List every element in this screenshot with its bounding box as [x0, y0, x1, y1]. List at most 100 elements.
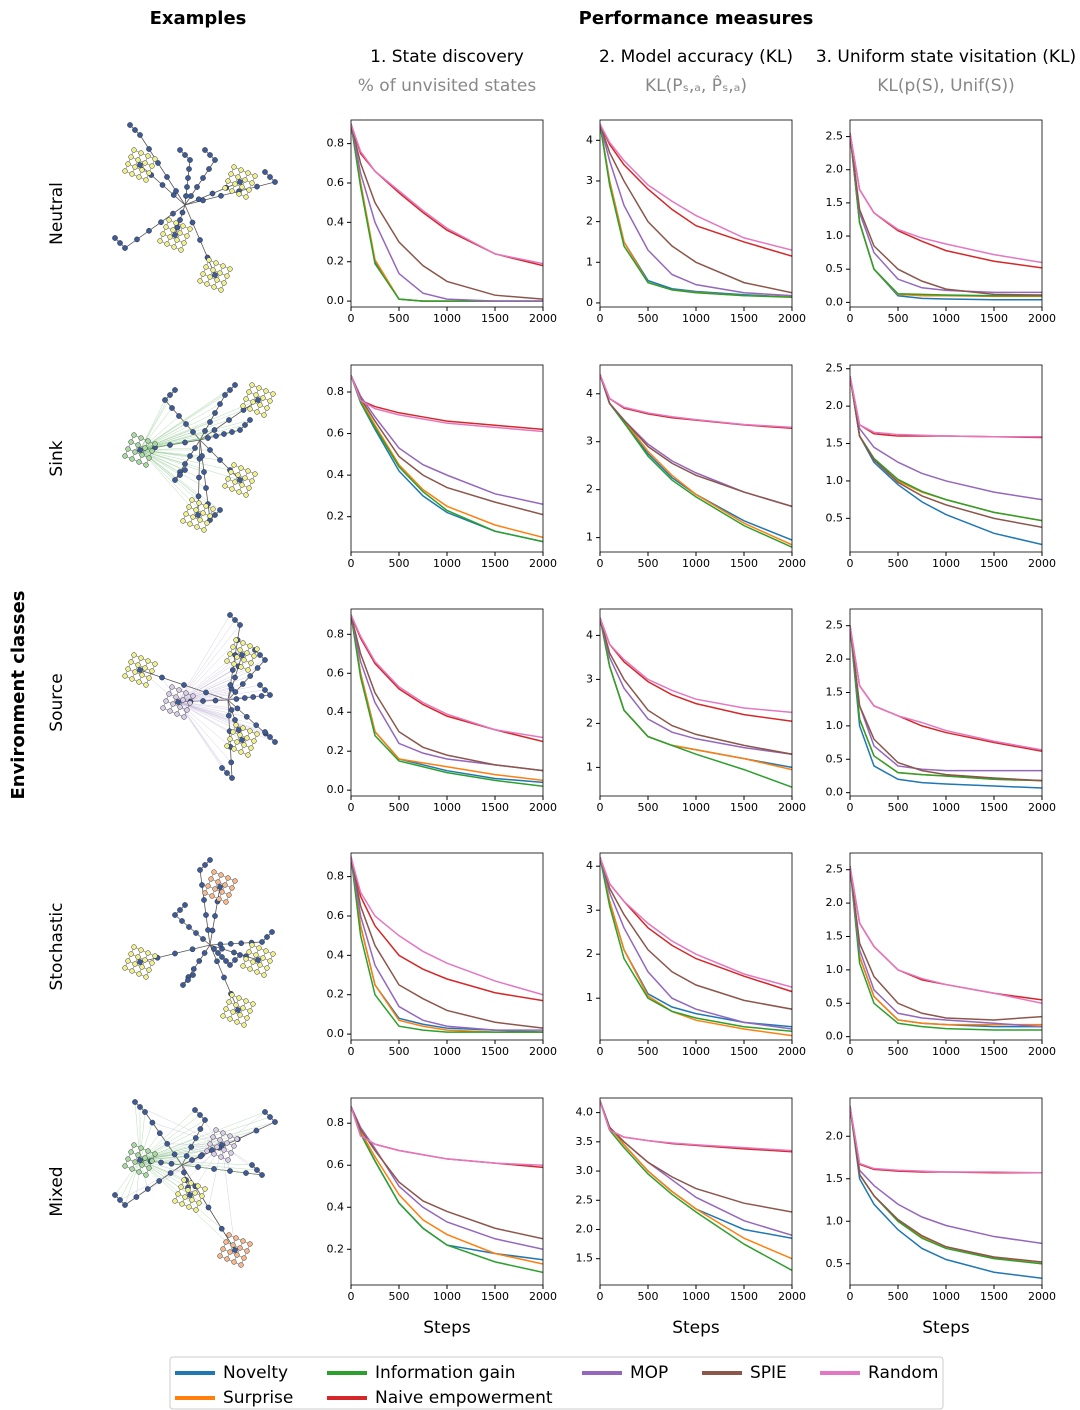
series-line — [600, 1100, 792, 1237]
graph-node — [200, 175, 206, 181]
hub-edge — [177, 619, 236, 703]
graph-node — [217, 507, 223, 513]
graph-edge — [139, 134, 186, 206]
y-tick-label: 2.5 — [826, 619, 844, 632]
graph-node — [207, 152, 213, 158]
x-tick-label: 1500 — [730, 801, 758, 814]
graph-node — [254, 646, 260, 652]
graph-node — [152, 156, 158, 162]
graph-node — [184, 707, 190, 713]
series-line — [351, 123, 543, 302]
series-line — [351, 856, 543, 1033]
series-line — [850, 133, 1042, 297]
graph-node — [125, 1156, 131, 1162]
graph-node — [202, 1117, 208, 1123]
graph-node — [133, 1194, 140, 1200]
x-axis-label: Steps — [672, 1318, 720, 1338]
x-tick-label: 500 — [638, 1290, 659, 1303]
series-line — [850, 133, 1042, 298]
graph-node — [262, 729, 268, 735]
y-tick-label: 2.0 — [826, 163, 844, 176]
graph-node — [129, 1166, 135, 1172]
graph-node — [244, 735, 250, 741]
graph-node — [167, 708, 173, 714]
graph-node — [231, 949, 237, 956]
hub-edge — [139, 389, 176, 451]
graph-node — [167, 392, 173, 398]
graph-node — [231, 462, 237, 468]
graph-node — [205, 1204, 212, 1211]
y-tick-label: 0.6 — [327, 909, 345, 922]
graph-node — [132, 1159, 138, 1165]
graph-node — [242, 475, 248, 481]
hub-edge — [177, 684, 185, 703]
hub-edge — [139, 389, 231, 451]
graph-node — [167, 1170, 174, 1176]
graph-node — [200, 510, 206, 516]
graph-node — [162, 397, 168, 403]
graph-node — [247, 1241, 253, 1247]
graph-node — [240, 1005, 246, 1011]
graph-node — [143, 462, 149, 468]
graph-node — [149, 163, 155, 169]
series-line — [351, 856, 543, 996]
graph-node — [261, 412, 267, 418]
series-line — [351, 1106, 543, 1274]
hub-edge — [139, 1133, 160, 1161]
series-line — [850, 625, 1042, 782]
graph-node — [194, 184, 200, 190]
graph-node — [232, 382, 238, 388]
graph-node — [229, 188, 235, 194]
graph-node — [225, 178, 231, 184]
series-line — [600, 1100, 792, 1260]
y-tick-label: 1 — [586, 531, 593, 544]
series-line — [850, 866, 1042, 1028]
graph-node — [170, 701, 176, 707]
graph-node — [260, 955, 266, 961]
y-tick-label: 1 — [586, 760, 593, 773]
graph-node — [173, 694, 179, 700]
series-line — [351, 123, 543, 302]
graph-node — [180, 518, 186, 524]
series-line — [600, 617, 792, 722]
legend-label: Random — [868, 1363, 938, 1383]
graph-node — [192, 1190, 198, 1196]
graph-node — [237, 1012, 243, 1018]
x-tick-label: 1500 — [980, 801, 1008, 814]
graph-node — [247, 966, 253, 972]
y-tick-label: 2.5 — [826, 130, 844, 143]
y-tick-label: 0.4 — [327, 705, 345, 718]
graph-node — [192, 1107, 198, 1113]
y-tick-label: 4 — [586, 387, 593, 400]
series-line — [600, 123, 792, 251]
x-tick-label: 2000 — [1028, 557, 1056, 570]
graph-node — [205, 435, 211, 441]
y-tick-label: 2.0 — [826, 1129, 844, 1142]
row-label: Stochastic — [47, 903, 67, 991]
graph-node — [138, 655, 144, 661]
graph-node — [220, 1246, 226, 1252]
y-tick-label: 0.5 — [826, 262, 844, 275]
x-tick-label: 0 — [597, 312, 604, 325]
y-tick-label: 2.5 — [826, 362, 844, 375]
graph-node — [127, 122, 133, 128]
y-tick-label: 2 — [586, 483, 593, 496]
graph-node — [176, 687, 182, 693]
graph-edge — [199, 869, 211, 946]
hub-edge — [185, 1144, 223, 1181]
graph-node — [117, 1197, 123, 1203]
graph-node — [220, 263, 226, 269]
graph-node — [145, 1148, 151, 1154]
graph-node — [243, 194, 249, 200]
hub-edge — [139, 384, 236, 451]
graph-node — [146, 455, 152, 461]
series-line — [850, 625, 1042, 782]
x-tick-label: 500 — [638, 557, 659, 570]
x-tick-label: 1000 — [433, 801, 461, 814]
graph-node — [197, 867, 203, 873]
legend-label: Naive empowerment — [375, 1388, 553, 1408]
graph-node — [180, 223, 186, 229]
graph-node — [262, 657, 268, 663]
series-line — [850, 376, 1042, 529]
series-line — [351, 1106, 543, 1166]
